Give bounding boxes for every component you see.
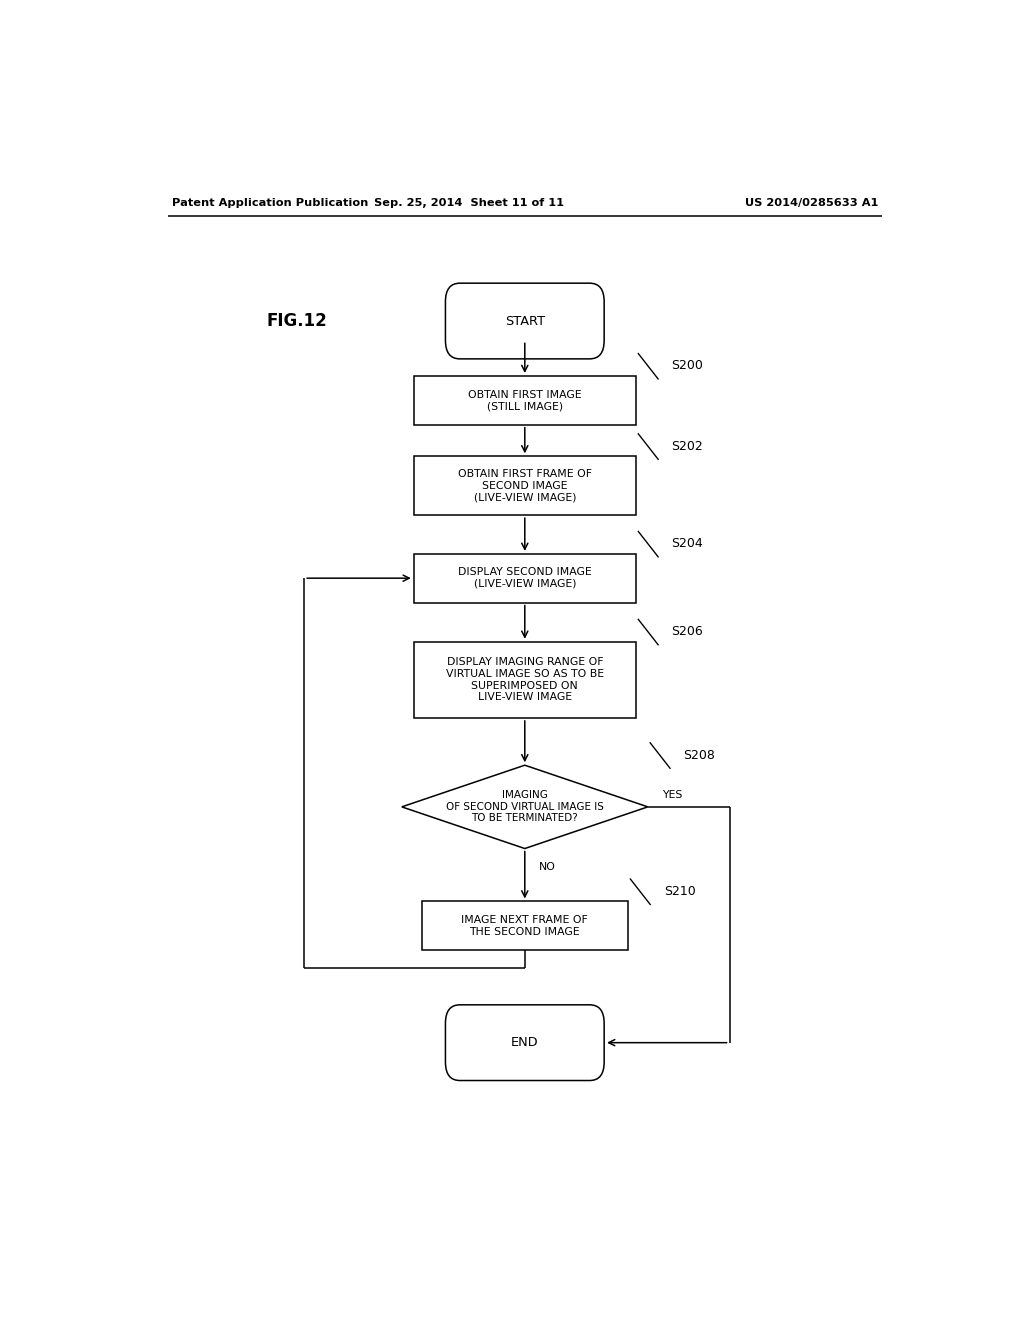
Text: IMAGING
OF SECOND VIRTUAL IMAGE IS
TO BE TERMINATED?: IMAGING OF SECOND VIRTUAL IMAGE IS TO BE…: [445, 791, 604, 824]
Text: S202: S202: [672, 440, 703, 453]
Bar: [422, 902, 628, 950]
FancyBboxPatch shape: [445, 1005, 604, 1081]
Text: DISPLAY SECOND IMAGE
(LIVE-VIEW IMAGE): DISPLAY SECOND IMAGE (LIVE-VIEW IMAGE): [458, 568, 592, 589]
Bar: [414, 457, 636, 515]
Text: S206: S206: [672, 626, 703, 638]
Text: START: START: [505, 314, 545, 327]
Text: IMAGE NEXT FRAME OF
THE SECOND IMAGE: IMAGE NEXT FRAME OF THE SECOND IMAGE: [462, 915, 588, 937]
Text: OBTAIN FIRST FRAME OF
SECOND IMAGE
(LIVE-VIEW IMAGE): OBTAIN FIRST FRAME OF SECOND IMAGE (LIVE…: [458, 469, 592, 503]
Text: S208: S208: [684, 748, 716, 762]
Text: FIG.12: FIG.12: [267, 312, 328, 330]
Text: US 2014/0285633 A1: US 2014/0285633 A1: [744, 198, 878, 209]
Bar: [414, 642, 636, 718]
Text: NO: NO: [539, 862, 556, 871]
Text: OBTAIN FIRST IMAGE
(STILL IMAGE): OBTAIN FIRST IMAGE (STILL IMAGE): [468, 389, 582, 411]
Text: S204: S204: [672, 537, 703, 550]
Text: YES: YES: [663, 789, 682, 800]
FancyBboxPatch shape: [445, 284, 604, 359]
Polygon shape: [401, 766, 648, 849]
Text: DISPLAY IMAGING RANGE OF
VIRTUAL IMAGE SO AS TO BE
SUPERIMPOSED ON
LIVE-VIEW IMA: DISPLAY IMAGING RANGE OF VIRTUAL IMAGE S…: [445, 657, 604, 702]
Text: Sep. 25, 2014  Sheet 11 of 11: Sep. 25, 2014 Sheet 11 of 11: [374, 198, 564, 209]
Text: Patent Application Publication: Patent Application Publication: [172, 198, 368, 209]
Text: S210: S210: [664, 884, 695, 898]
Text: END: END: [511, 1036, 539, 1049]
Bar: [414, 554, 636, 602]
Bar: [414, 376, 636, 425]
Text: S200: S200: [672, 359, 703, 372]
